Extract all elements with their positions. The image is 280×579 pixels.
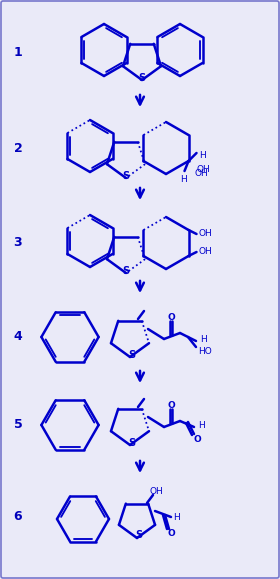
Text: S: S <box>136 530 143 540</box>
Text: OH: OH <box>199 229 212 239</box>
Text: O: O <box>167 313 175 321</box>
Text: S: S <box>122 171 130 181</box>
Text: OH: OH <box>199 247 212 256</box>
Text: OH: OH <box>195 168 208 178</box>
Text: 2: 2 <box>14 141 22 155</box>
Text: 5: 5 <box>14 419 22 431</box>
Text: O: O <box>167 401 175 409</box>
Text: S: S <box>129 350 136 360</box>
Text: OH: OH <box>149 486 163 496</box>
Text: HO: HO <box>198 346 212 356</box>
Text: OH: OH <box>197 164 210 174</box>
Text: H: H <box>180 174 187 184</box>
Text: O: O <box>168 529 176 537</box>
Text: S: S <box>129 438 136 448</box>
Text: O: O <box>194 434 202 444</box>
Text: H: H <box>199 152 206 160</box>
Text: H: H <box>198 420 205 430</box>
Text: 3: 3 <box>14 236 22 250</box>
Text: H: H <box>173 512 180 522</box>
Text: 1: 1 <box>14 46 22 58</box>
Text: 4: 4 <box>14 331 22 343</box>
Text: S: S <box>138 73 146 83</box>
Text: S: S <box>122 266 130 276</box>
Text: 6: 6 <box>14 511 22 523</box>
Text: H: H <box>200 335 207 343</box>
